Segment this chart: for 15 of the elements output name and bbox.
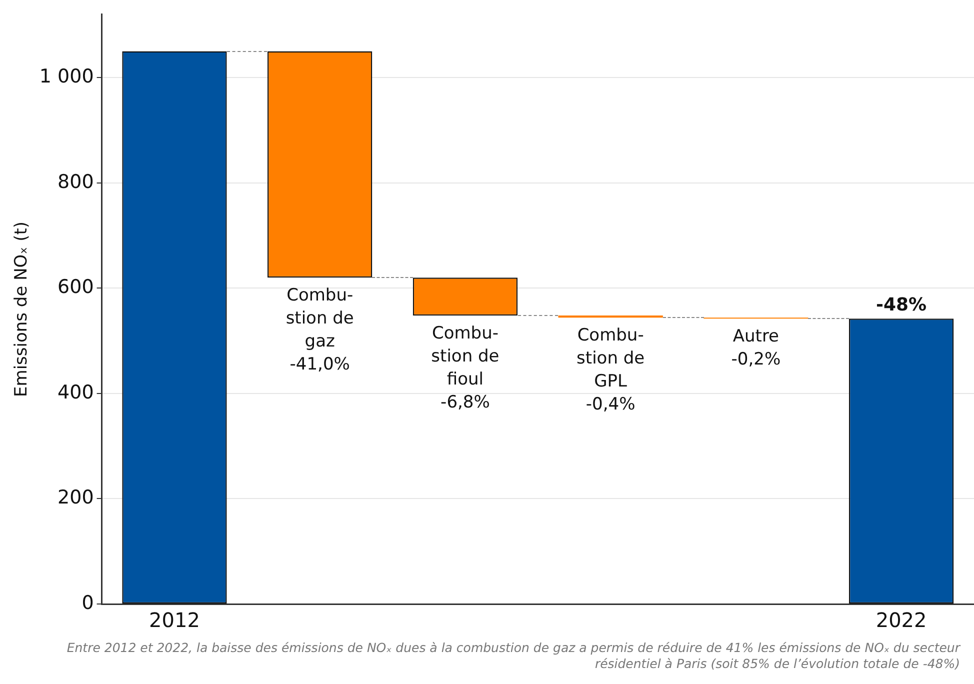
y-axis-title: Emissions de NOₓ (t) (12, 221, 32, 397)
y-tick-label: 200 (58, 486, 94, 509)
y-tick-label: 800 (58, 170, 94, 193)
y-tick-label: 400 (58, 381, 94, 404)
x-tick-label: 2022 (876, 608, 927, 632)
x-tick-label: 2012 (149, 608, 200, 632)
y-tick-label: 1 000 (39, 66, 94, 88)
x-tick-label: Combu- stion de gaz -41,0% (286, 286, 354, 375)
text: Entre 2012 et 2022, la baisse des émissions de NOₓ dues à la combustion de gaz a permis de réduire de 41% les émissions de NOₓ du secteur résidentiel à Paris (soit 85% de l’évolution totale de -48%) (66, 640, 960, 672)
y-tick-label: 0 (82, 592, 94, 614)
y-tick-label: 600 (58, 276, 94, 298)
annotation: -48% (876, 294, 927, 316)
x-tick-label: Combu- stion de GPL -0,4% (576, 326, 645, 415)
x-tick-label: Autre -0,2% (731, 326, 781, 370)
x-tick-label: Combu- stion de fioul -6,8% (431, 323, 500, 412)
